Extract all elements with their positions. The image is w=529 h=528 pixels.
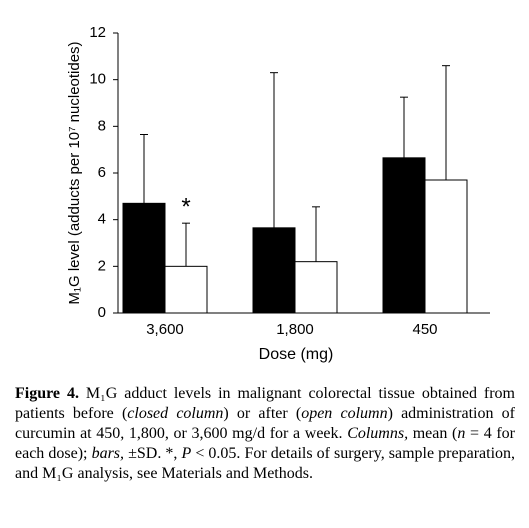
y-tick-label: 4 xyxy=(98,211,106,228)
caption-text: n xyxy=(457,425,466,442)
caption-text: open column xyxy=(301,405,388,422)
caption-text: closed column xyxy=(127,405,224,422)
x-tick-label: 3,600 xyxy=(146,321,184,338)
bar xyxy=(252,227,296,314)
bar xyxy=(122,202,166,314)
caption-text: mean ( xyxy=(408,425,458,442)
chart: M₁G level (adducts per 10⁷ nucleotides) … xyxy=(66,24,490,363)
y-tick-label: 6 xyxy=(98,164,106,181)
caption-text: ±SD. *, xyxy=(124,445,182,462)
y-tick-label: 12 xyxy=(89,24,106,41)
caption-text: = 4 for each dose); xyxy=(15,425,515,462)
bar xyxy=(382,157,426,314)
caption-label: Figure 4. xyxy=(15,385,79,402)
caption: Figure 4. M₁G adduct levels in malignant… xyxy=(15,384,515,484)
caption-text: < 0.05. For details of surgery, sample p… xyxy=(15,445,516,482)
y-tick-label: 10 xyxy=(89,71,106,88)
caption-text: ) administration of curcumin at 450, 1,8… xyxy=(15,405,515,442)
x-tick-label: 450 xyxy=(412,321,437,338)
caption-text: Columns, xyxy=(347,425,409,442)
bar xyxy=(164,265,208,314)
x-axis-label: Dose (mg) xyxy=(259,346,334,363)
bar xyxy=(424,179,468,314)
y-tick-label: 0 xyxy=(98,304,106,321)
y-axis-label: M₁G level (adducts per 10⁷ nucleotides) xyxy=(66,41,83,304)
caption-text: ) or after ( xyxy=(223,405,302,422)
caption-text: P xyxy=(181,445,192,462)
caption-text: M₁G adduct levels in malignant colorecta… xyxy=(15,385,516,422)
y-tick-label: 2 xyxy=(98,257,106,274)
caption-text: bars, xyxy=(91,445,125,462)
x-tick-label: 1,800 xyxy=(276,321,314,338)
bar xyxy=(294,261,338,314)
y-tick-label: 8 xyxy=(98,117,106,134)
annotation: * xyxy=(181,193,190,220)
